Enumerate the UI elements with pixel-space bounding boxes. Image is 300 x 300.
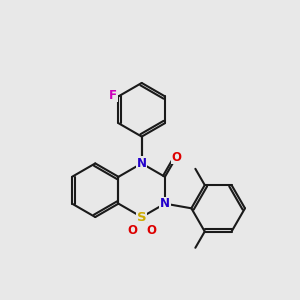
Text: N: N xyxy=(160,197,170,210)
Text: F: F xyxy=(109,88,117,101)
Text: N: N xyxy=(137,157,147,170)
Text: O: O xyxy=(146,224,156,237)
Text: S: S xyxy=(137,211,146,224)
Text: O: O xyxy=(127,224,137,237)
Text: O: O xyxy=(171,151,181,164)
